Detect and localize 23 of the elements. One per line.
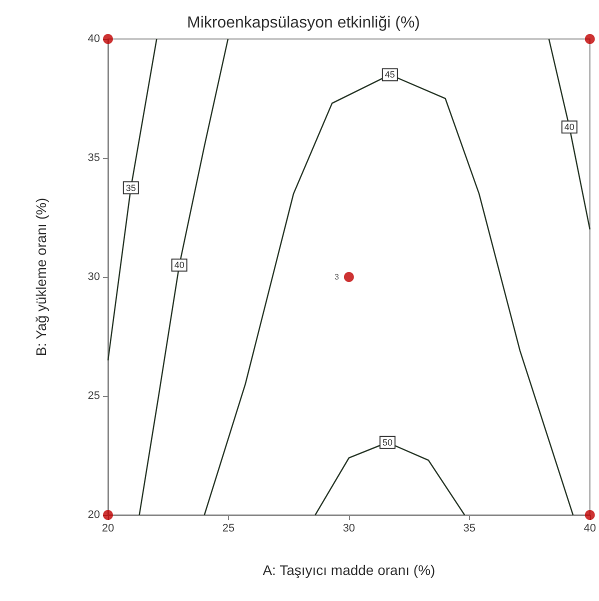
series-label: 40 xyxy=(174,260,184,270)
point xyxy=(344,272,354,282)
y-tick-label: 25 xyxy=(88,390,100,402)
x-axis-title: A: Taşıyıcı madde oranı (%) xyxy=(262,562,436,578)
chart-title: Mikroenkapsülasyon etkinliği (%) xyxy=(187,14,420,32)
y-tick-label: 30 xyxy=(88,271,100,283)
y-tick-label: 35 xyxy=(88,152,100,164)
y-tick-label: 40 xyxy=(88,33,100,45)
series-label: 40 xyxy=(564,122,574,132)
x-tick-label: 35 xyxy=(463,522,476,534)
y-axis-title: B: Yağ yükleme oranı (%) xyxy=(33,198,49,356)
series-label: 35 xyxy=(126,182,136,193)
line-series xyxy=(138,38,229,516)
x-tick-label: 25 xyxy=(222,522,235,534)
x-tick-label: 30 xyxy=(342,522,356,534)
series-label: 50 xyxy=(382,437,392,448)
annotation: 3 xyxy=(334,272,340,282)
point xyxy=(584,510,595,520)
y-tick-label: 20 xyxy=(88,509,100,521)
x-tick-label: 20 xyxy=(102,522,114,534)
x-tick-label: 40 xyxy=(584,522,596,534)
point xyxy=(584,34,595,44)
series-label: 45 xyxy=(384,70,395,80)
